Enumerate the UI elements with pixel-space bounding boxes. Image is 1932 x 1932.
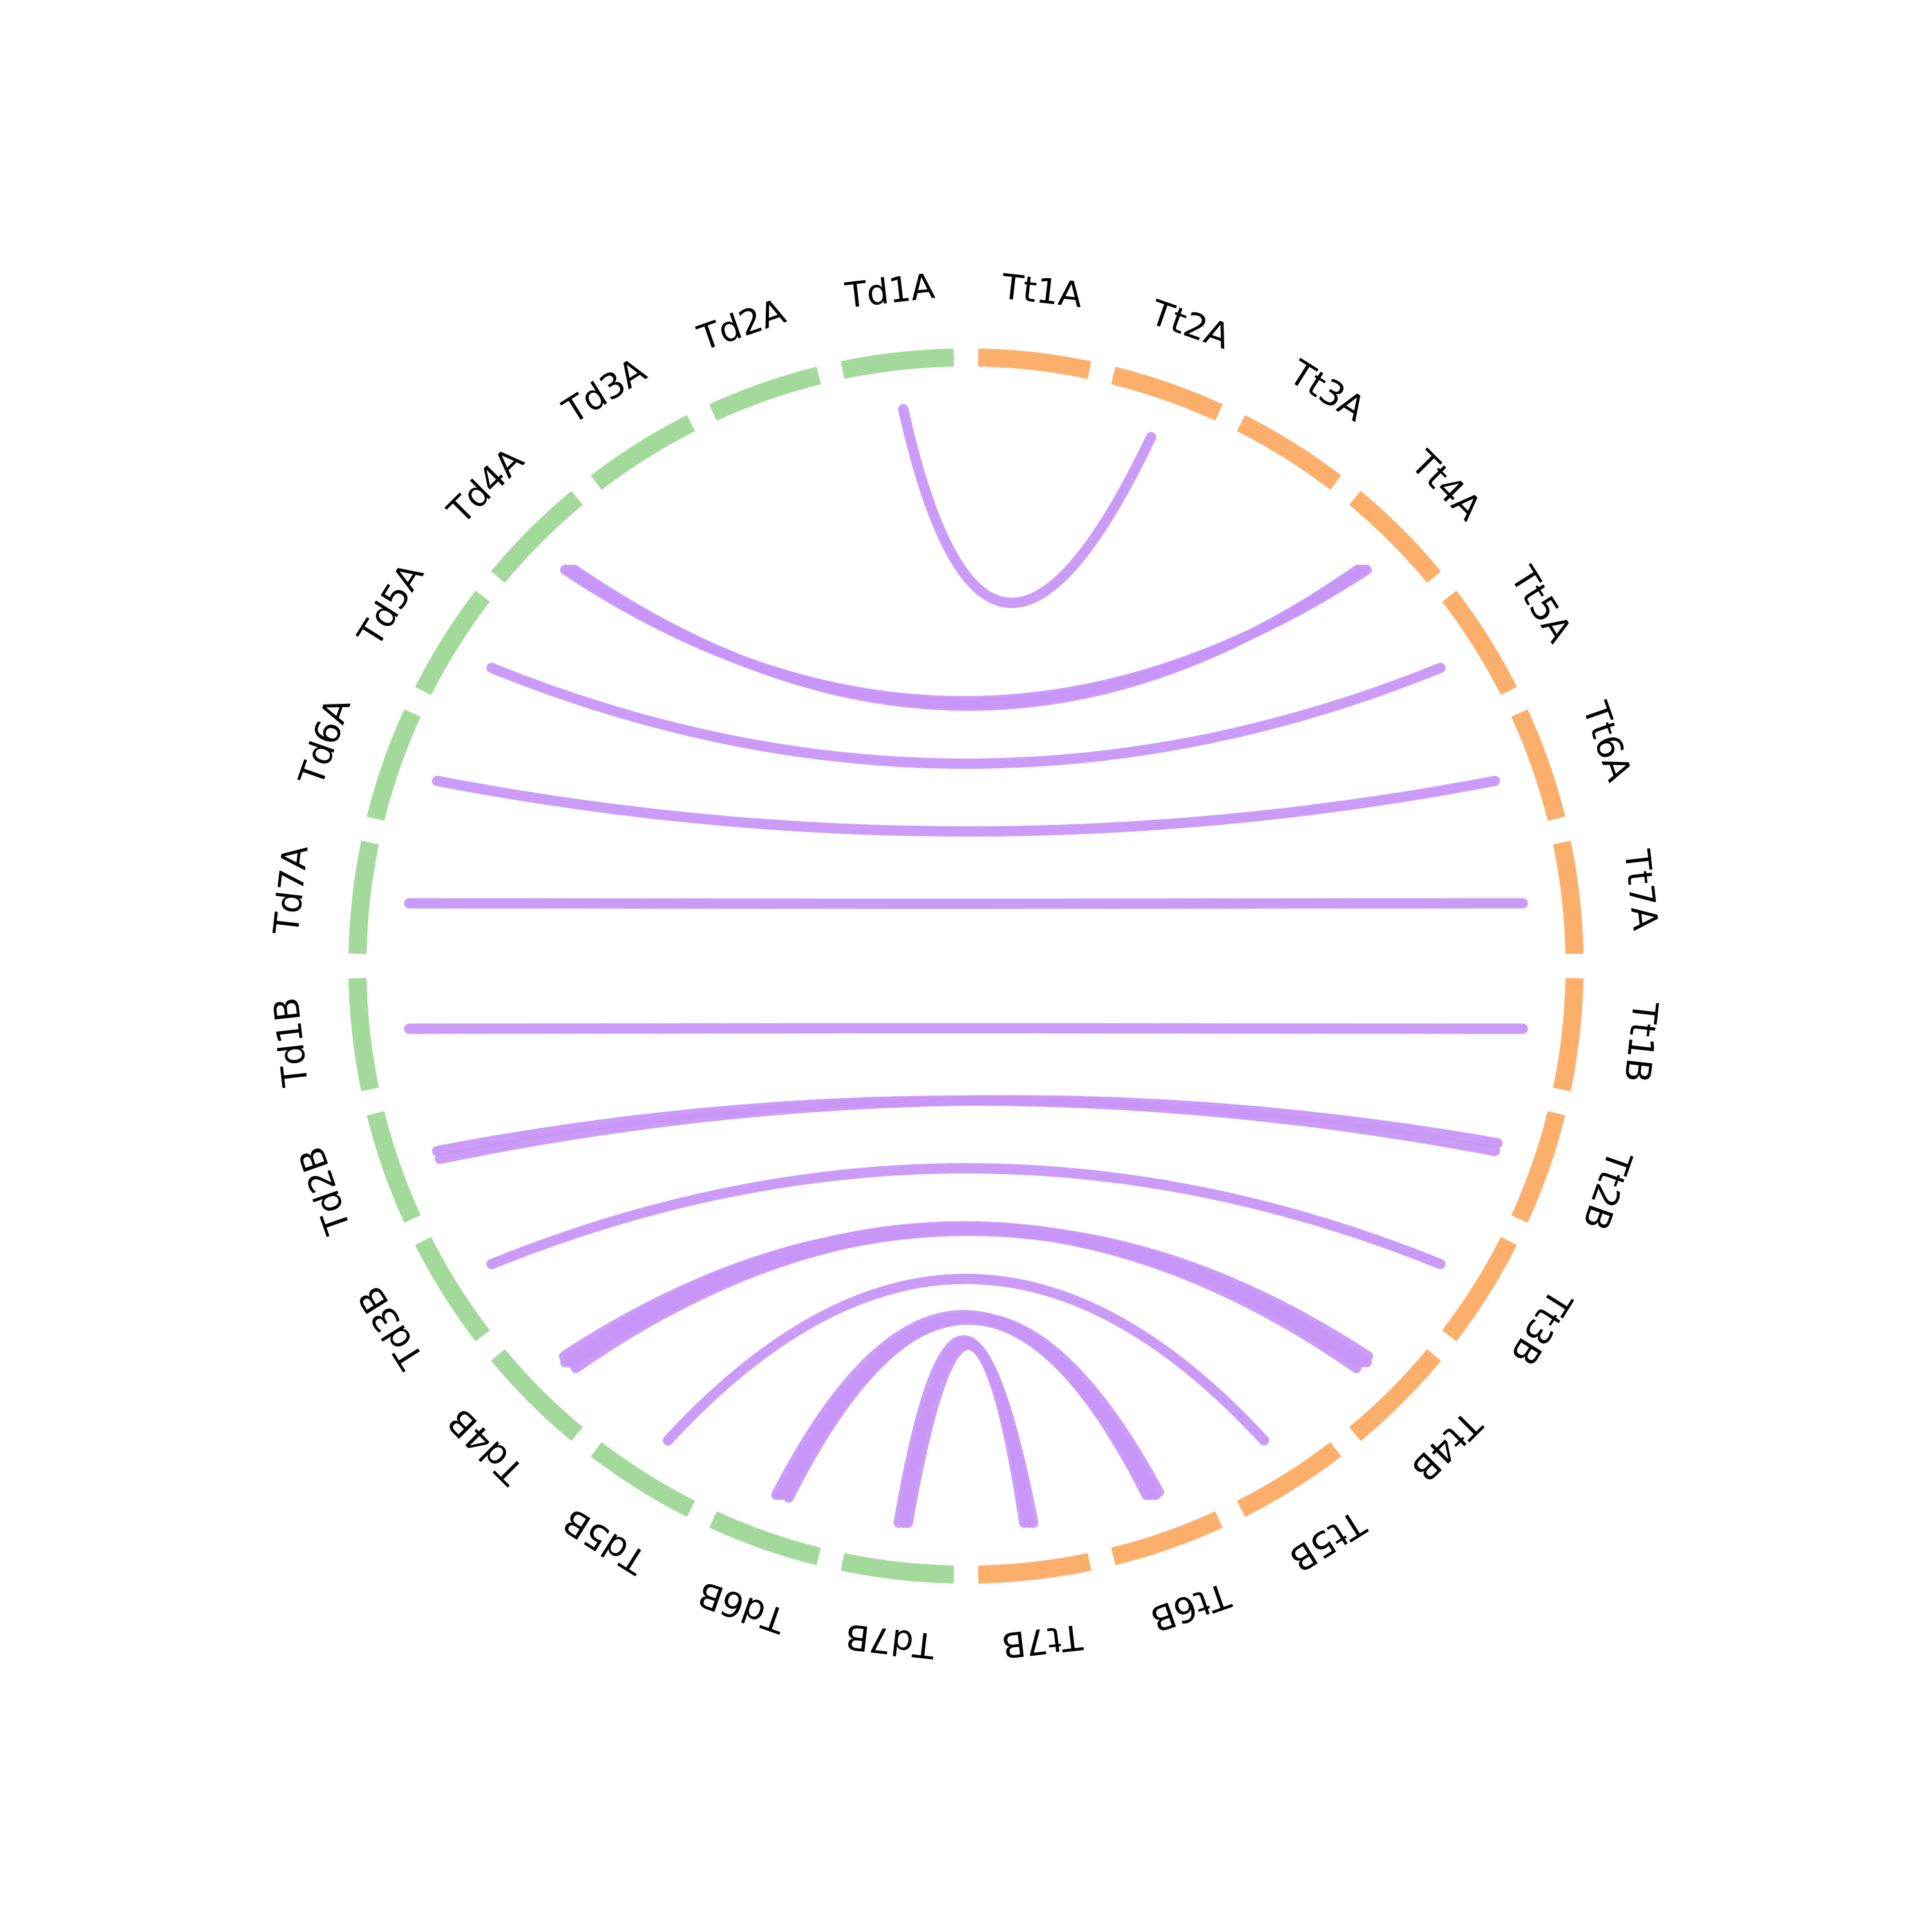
segment-arc-tt5a [1442,591,1517,696]
segment-label-td4b: Td4B [440,1401,532,1493]
link-td6a-tt6a [431,775,1501,837]
segment-arc-td6a [366,709,421,821]
link-td7b-tt7b-strand-3 [902,1340,1030,1528]
segment-label-tt7a: Tt7A [1616,847,1666,933]
segment-label-tt4b: Tt4B [1403,1403,1490,1490]
segment-label-tt3b: Tt3B [1502,1282,1580,1373]
segment-label-tt4a: Tt4A [1403,442,1490,529]
segment-arc-td5b [591,1442,696,1517]
segment-arc-tt2a [1111,366,1223,421]
segment-arc-tt4a [1349,491,1441,583]
segment-arc-td1b [348,978,379,1092]
segment-label-td2b: Td2B [291,1142,359,1240]
segment-arc-td2b [366,1111,421,1223]
segment-label-td1b: Td1B [266,996,316,1090]
link-td3b-tt3b [486,1163,1446,1269]
segment-label-tt1a: Tt1A [999,266,1084,316]
link-td4a-tt4a-strand-3 [569,564,1363,711]
segment-label-td6a: Td6A [290,693,359,791]
link-td5b-tt5b [663,1274,1269,1446]
segment-label-td1a: Td1A [843,266,937,316]
segment-label-tt7b: Tt7B [999,1616,1085,1666]
link-td1b-tt1b [404,1023,1528,1034]
link-td1a-tt2a [898,404,1157,609]
segment-label-td7b: Td7B [843,1616,937,1666]
segment-label-tt3a: Tt3A [1282,352,1373,430]
segment-label-td6b: Td6B [693,1573,791,1642]
segment-arc-tt7b [978,1553,1092,1584]
link-td5a-tt5a [486,663,1446,769]
segment-label-tt5b: Tt5B [1282,1502,1373,1580]
segment-arc-tt7a [1553,840,1584,954]
segment-arc-tt6a [1511,709,1566,821]
segment-arc-tt3a [1236,415,1341,490]
link-td2b-tt2b [435,1095,1503,1164]
segment-arc-tt6b [1111,1511,1223,1566]
segment-arc-td7b [840,1553,954,1584]
segment-label-tt1b: Tt1B [1616,999,1666,1084]
segment-arc-tt3b [1442,1236,1517,1341]
segment-arc-td5a [415,591,490,696]
segment-label-td7a: Td7A [265,843,316,937]
segment-label-td3a: Td3A [555,350,653,432]
segment-arc-td3b [415,1236,490,1341]
segment-arc-td1a [840,348,954,379]
segment-label-tt6a: Tt6A [1575,696,1640,786]
link-td4b-tt4b [558,1223,1362,1374]
segment-arc-td6b [709,1511,821,1566]
segment-arc-tt4b [1349,1349,1441,1441]
segment-arc-td4b [491,1349,583,1441]
links-layer [404,404,1528,1528]
segment-arc-td3a [591,415,696,490]
link-td2b-tt2b [431,1095,1501,1157]
segment-arc-tt1b [1553,978,1584,1092]
segment-arc-tt5b [1236,1442,1341,1517]
segment-label-tt6b: Tt6B [1146,1575,1236,1640]
segment-arc-tt2b [1511,1111,1566,1223]
segment-label-td2a: Td2A [692,291,791,359]
segment-label-td4a: Td4A [439,440,531,532]
segments-layer [348,348,1584,1584]
segment-label-tt2a: Tt2A [1145,292,1235,357]
segment-arc-td2a [709,366,821,421]
segment-label-tt5a: Tt5A [1502,559,1580,650]
segment-label-td5b: Td5B [556,1501,654,1583]
segment-arc-td7a [348,840,379,954]
segment-label-tt2b: Tt2B [1575,1145,1640,1235]
link-td6b-tt6b [783,1312,1164,1503]
segment-arc-td4a [491,491,583,583]
segment-label-td3b: Td3B [350,1279,432,1377]
segment-arc-tt1a [978,348,1092,379]
segment-label-td5a: Td5A [350,556,432,654]
